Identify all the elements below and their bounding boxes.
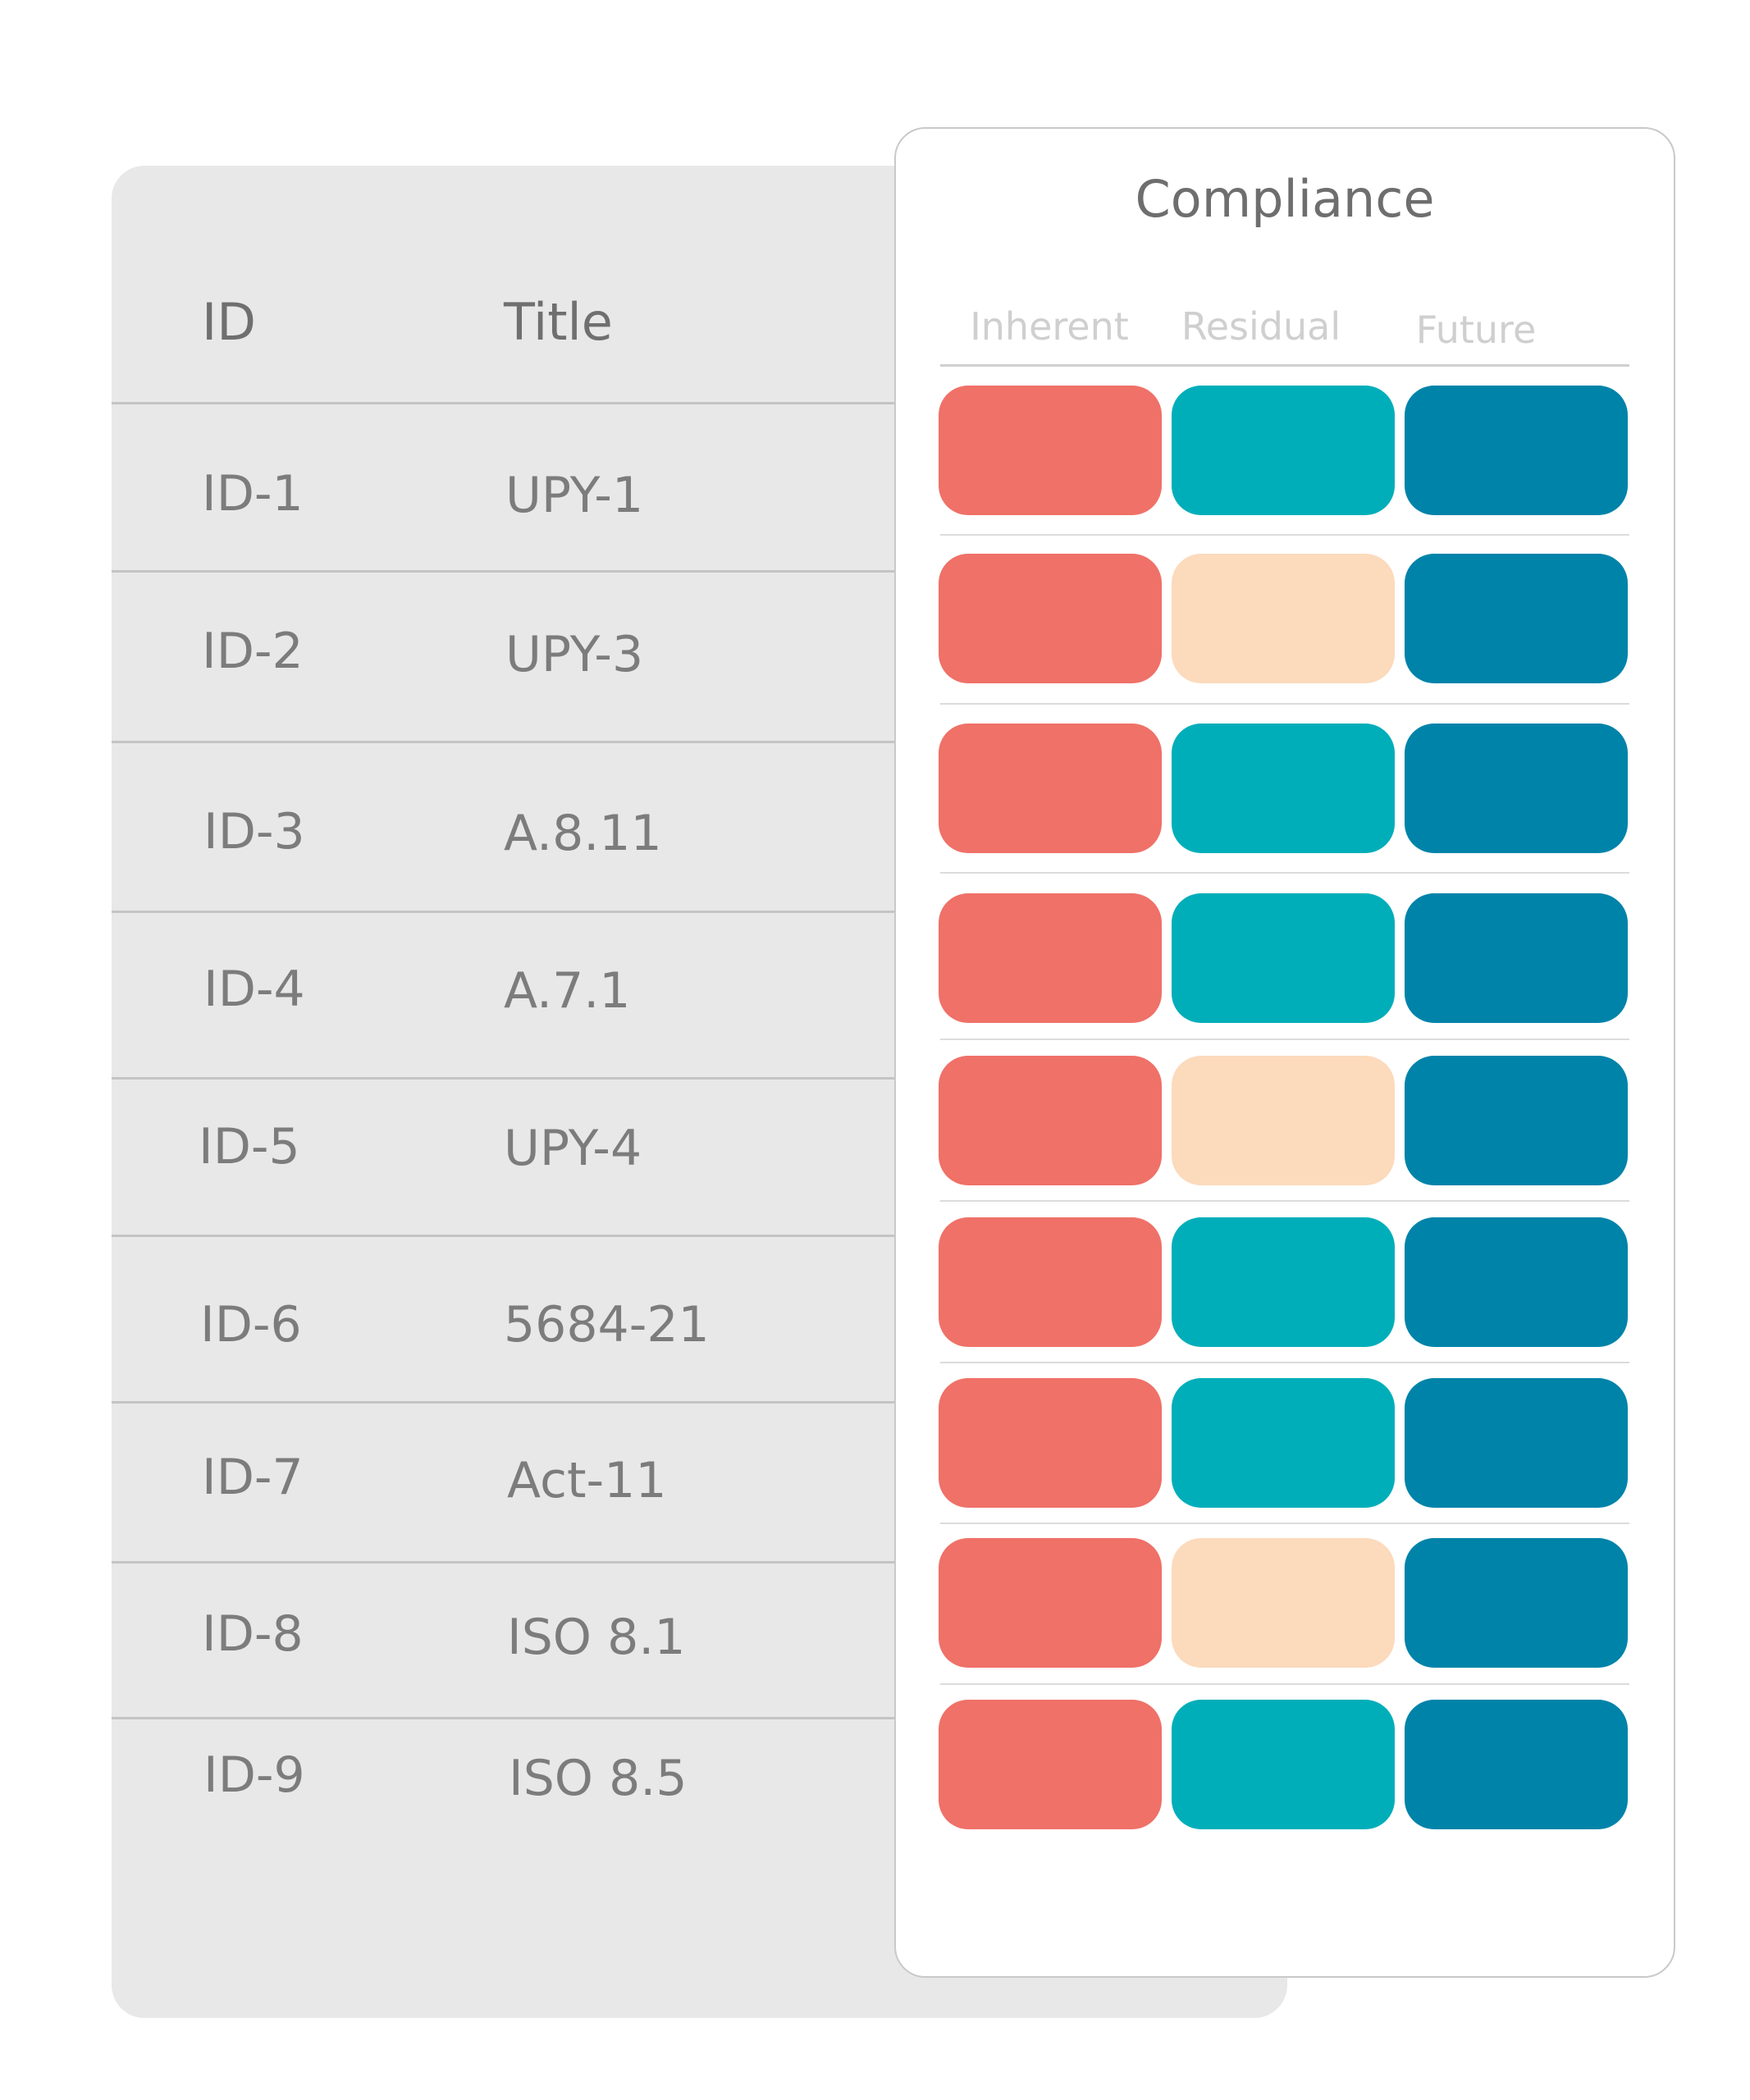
row-divider — [112, 402, 932, 404]
future-status-tile-blue[interactable] — [1405, 724, 1628, 853]
inherent-status-tile-red[interactable] — [939, 386, 1162, 515]
row-id-cell: ID-5 — [199, 1118, 300, 1176]
row-id-cell: ID-3 — [203, 803, 305, 861]
row-id-cell: ID-6 — [200, 1296, 302, 1354]
inherent-status-tile-red[interactable] — [939, 1378, 1162, 1508]
residual-status-tile-teal[interactable] — [1172, 724, 1395, 853]
row-title-cell: ISO 8.1 — [507, 1609, 686, 1666]
title-column-header: Title — [504, 292, 613, 352]
inherent-status-tile-red[interactable] — [939, 1700, 1162, 1829]
future-column-header: Future — [1415, 308, 1537, 352]
compliance-row-divider — [940, 1683, 1629, 1685]
compliance-row-divider — [940, 534, 1629, 536]
compliance-title: Compliance — [1135, 169, 1435, 229]
row-divider — [112, 911, 932, 913]
future-status-tile-blue[interactable] — [1405, 1056, 1628, 1185]
row-divider — [112, 741, 932, 743]
inherent-status-tile-red[interactable] — [939, 554, 1162, 683]
row-divider — [112, 1717, 932, 1719]
residual-status-tile-peach[interactable] — [1172, 1056, 1395, 1185]
row-divider — [112, 1077, 932, 1080]
row-title-cell: Act-11 — [507, 1452, 667, 1509]
future-status-tile-blue[interactable] — [1405, 1217, 1628, 1347]
compliance-row-divider — [940, 872, 1629, 874]
row-divider — [112, 1235, 932, 1237]
row-id-cell: ID-9 — [203, 1746, 305, 1804]
compliance-row-divider — [940, 1362, 1629, 1363]
compliance-row-divider — [940, 703, 1629, 705]
row-title-cell: ISO 8.5 — [509, 1750, 688, 1807]
inherent-status-tile-red[interactable] — [939, 1538, 1162, 1668]
compliance-row-divider — [940, 1039, 1629, 1040]
row-title-cell: A.7.1 — [504, 962, 631, 1020]
residual-status-tile-peach[interactable] — [1172, 554, 1395, 683]
row-title-cell: UPY-4 — [504, 1120, 642, 1177]
residual-status-tile-teal[interactable] — [1172, 1378, 1395, 1508]
row-id-cell: ID-7 — [202, 1449, 304, 1506]
compliance-row-divider — [940, 1200, 1629, 1202]
future-status-tile-blue[interactable] — [1405, 554, 1628, 683]
residual-column-header: Residual — [1181, 304, 1341, 349]
row-id-cell: ID-2 — [202, 623, 304, 680]
inherent-status-tile-red[interactable] — [939, 1056, 1162, 1185]
residual-status-tile-teal[interactable] — [1172, 386, 1395, 515]
inherent-status-tile-red[interactable] — [939, 1217, 1162, 1347]
future-status-tile-blue[interactable] — [1405, 1700, 1628, 1829]
row-divider — [112, 1561, 932, 1564]
residual-status-tile-teal[interactable] — [1172, 1217, 1395, 1347]
residual-status-tile-teal[interactable] — [1172, 1700, 1395, 1829]
row-id-cell: ID-8 — [202, 1605, 304, 1663]
row-divider — [112, 1401, 932, 1404]
inherent-column-header: Inherent — [970, 304, 1129, 349]
residual-status-tile-peach[interactable] — [1172, 1538, 1395, 1668]
row-title-cell: A.8.11 — [504, 805, 662, 862]
compliance-header-divider — [940, 364, 1629, 367]
id-column-header: ID — [202, 292, 257, 352]
future-status-tile-blue[interactable] — [1405, 1378, 1628, 1508]
future-status-tile-blue[interactable] — [1405, 386, 1628, 515]
inherent-status-tile-red[interactable] — [939, 724, 1162, 853]
row-divider — [112, 570, 932, 573]
row-title-cell: 5684-21 — [504, 1296, 710, 1354]
compliance-row-divider — [940, 1522, 1629, 1524]
row-title-cell: UPY-3 — [505, 626, 644, 683]
inherent-status-tile-red[interactable] — [939, 893, 1162, 1023]
row-id-cell: ID-4 — [203, 961, 305, 1018]
row-title-cell: UPY-1 — [505, 467, 644, 524]
row-id-cell: ID-1 — [202, 465, 304, 523]
compliance-panel: Compliance Inherent Residual Future — [894, 127, 1675, 1978]
future-status-tile-blue[interactable] — [1405, 893, 1628, 1023]
future-status-tile-blue[interactable] — [1405, 1538, 1628, 1668]
residual-status-tile-teal[interactable] — [1172, 893, 1395, 1023]
